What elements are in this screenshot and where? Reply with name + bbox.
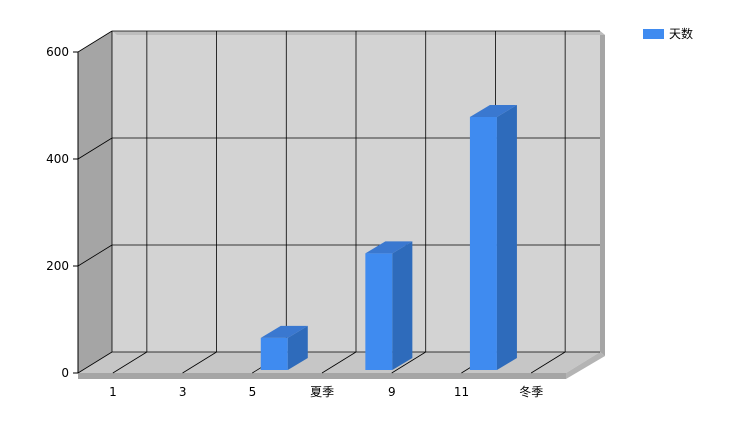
gridline-floor (530, 351, 566, 374)
legend-label: 天数 (669, 26, 693, 41)
y-axis: 0 200 400 600 (46, 45, 79, 380)
legend-swatch (643, 29, 664, 39)
right-frame-edge (600, 31, 605, 356)
x-tick-label: 11 (454, 385, 469, 399)
bar-front (469, 116, 497, 370)
gridline-left (77, 351, 113, 374)
bar (365, 241, 413, 370)
bar-top (260, 325, 308, 338)
gridline-left (77, 244, 113, 267)
bar-top (365, 241, 413, 254)
top-frame-edge (112, 31, 605, 35)
bar-side (496, 104, 517, 370)
gridline-left (77, 30, 113, 53)
bar (469, 104, 517, 370)
y-tick-label: 0 (61, 366, 69, 380)
x-tick-label: 冬季 (519, 384, 543, 399)
bar-side (392, 241, 413, 370)
bars (260, 104, 517, 370)
bar-side (287, 325, 308, 370)
y-tick-label: 600 (46, 45, 69, 59)
x-axis: 1 3 5 夏季 9 11 冬季 (109, 384, 543, 399)
chart-walls (78, 31, 605, 379)
x-tick-label: 3 (179, 385, 187, 399)
x-tick-label: 9 (388, 385, 396, 399)
floor-right-edge (566, 352, 605, 379)
bar-front (365, 253, 393, 370)
gridline-left (77, 137, 113, 160)
bar-top (469, 104, 517, 117)
floor-front-edge (78, 373, 566, 379)
gridline-floor (321, 351, 357, 374)
x-tick-label: 5 (249, 385, 257, 399)
gridline-floor (112, 351, 148, 374)
x-tick-label: 1 (109, 385, 117, 399)
y-tick-label: 400 (46, 152, 69, 166)
x-tick-label: 夏季 (310, 385, 334, 399)
left-wall (78, 31, 112, 373)
bar (260, 325, 308, 370)
gridline-floor (391, 351, 426, 374)
legend: 天数 (643, 26, 693, 41)
y-tick-label: 200 (46, 259, 69, 273)
bar-front (260, 337, 288, 370)
gridline-floor (182, 351, 217, 374)
